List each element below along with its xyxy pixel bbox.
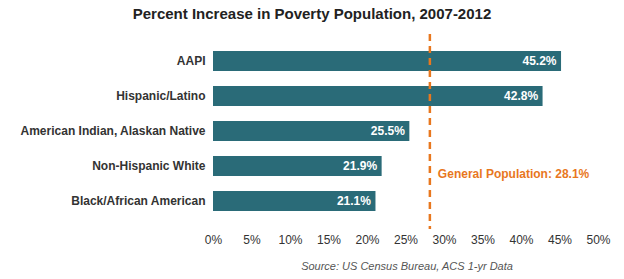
- svg-text:42.8%: 42.8%: [504, 89, 538, 103]
- html-text:Percent Increase in Poverty Po: Percent Increase in Poverty Population, …: [132, 5, 492, 22]
- html-text:Source: US Census Bureau, ACS: Source: US Census Bureau, ACS 1-yr Data: [301, 260, 513, 272]
- svg-text:15%: 15%: [317, 233, 341, 247]
- svg-text:Black/African American: Black/African American: [71, 194, 205, 208]
- svg-text:American Indian, Alaskan Nativ: American Indian, Alaskan Native: [21, 124, 206, 138]
- svg-text:0%: 0%: [205, 233, 223, 247]
- svg-text:45.2%: 45.2%: [523, 54, 557, 68]
- svg-text:50%: 50%: [586, 233, 610, 247]
- svg-text:35%: 35%: [471, 233, 495, 247]
- svg-text:10%: 10%: [278, 233, 302, 247]
- svg-text:General Population: 28.1%: General Population: 28.1%: [438, 167, 590, 181]
- svg-text:Hispanic/Latino: Hispanic/Latino: [116, 89, 205, 103]
- svg-text:45%: 45%: [548, 233, 572, 247]
- svg-text:21.1%: 21.1%: [337, 194, 371, 208]
- svg-text:25%: 25%: [394, 233, 418, 247]
- svg-text:AAPI: AAPI: [177, 54, 206, 68]
- svg-text:21.9%: 21.9%: [343, 159, 377, 173]
- svg-text:20%: 20%: [355, 233, 379, 247]
- svg-text:40%: 40%: [509, 233, 533, 247]
- svg-text:Non-Hispanic White: Non-Hispanic White: [92, 159, 206, 173]
- svg-text:25.5%: 25.5%: [371, 124, 405, 138]
- svg-text:30%: 30%: [432, 233, 456, 247]
- svg-text:5%: 5%: [243, 233, 261, 247]
